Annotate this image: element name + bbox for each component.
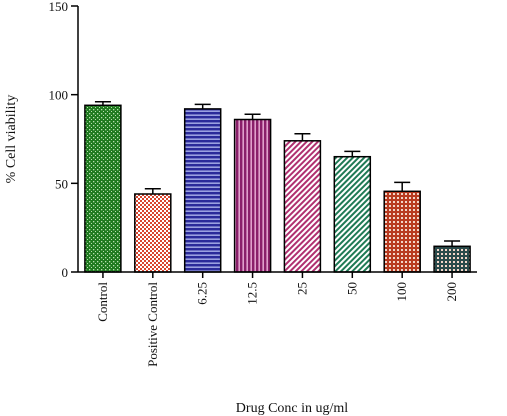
x-tick-label: 25: [294, 282, 309, 295]
bar-12-5: [233, 118, 272, 273]
x-tick-label: 200: [444, 282, 459, 302]
y-ticks: 0 50 100 150: [49, 0, 78, 280]
x-tick-label: 12.5: [245, 282, 260, 305]
x-axis-title: Drug Conc in ug/ml: [236, 401, 348, 416]
bar-positive-control: [134, 193, 172, 273]
bar-control: [84, 104, 122, 273]
bar-200: [433, 245, 471, 273]
error-bar: [194, 103, 211, 109]
y-axis-title: % Cell viability: [4, 95, 19, 184]
y-tick-label: 150: [49, 0, 69, 14]
bar-25: [283, 140, 322, 273]
error-bar: [94, 101, 111, 106]
x-tick-label: Positive Control: [145, 282, 160, 367]
error-bar: [344, 150, 361, 157]
error-bar: [394, 181, 411, 192]
error-bar: [244, 113, 261, 120]
bar-6-25: [183, 108, 222, 273]
bars-group: [84, 104, 471, 273]
x-tick-label: 6.25: [195, 282, 210, 305]
y-tick-label: 50: [55, 176, 68, 191]
y-tick-label: 0: [62, 265, 69, 280]
error-bar: [144, 187, 161, 194]
error-bar: [294, 132, 311, 141]
x-tick-label: 100: [394, 282, 409, 302]
x-ticks: Control Positive Control 6.25 12.5 25 50 100 20…: [95, 272, 459, 367]
error-bars-group: [94, 101, 461, 247]
x-tick-label: Control: [95, 282, 110, 322]
y-tick-label: 100: [49, 88, 69, 103]
bar-100: [383, 190, 421, 273]
error-bar: [444, 240, 461, 247]
x-tick-label: 50: [344, 282, 359, 295]
bar-50: [333, 155, 372, 273]
